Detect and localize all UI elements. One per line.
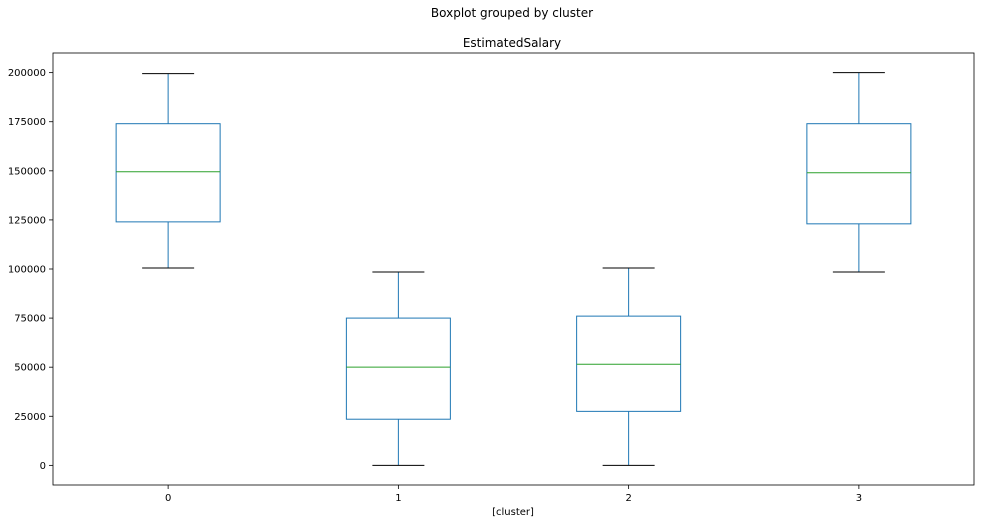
y-tick-label: 75000 [14, 314, 46, 325]
x-tick-label: 1 [395, 493, 401, 504]
boxes [115, 72, 912, 466]
x-tick-label: 0 [165, 493, 171, 504]
iqr-box [115, 123, 221, 223]
box-cluster-2 [576, 267, 682, 466]
y-tick-label: 100000 [8, 265, 46, 276]
y-tick-label: 150000 [8, 166, 46, 177]
y-tick-label: 125000 [8, 215, 46, 226]
iqr-box [806, 123, 912, 225]
plot-frame [52, 52, 975, 486]
iqr-box [345, 317, 451, 420]
chart-title: EstimatedSalary [463, 36, 561, 50]
box-cluster-0 [115, 73, 221, 269]
y-tick-label: 0 [40, 461, 46, 472]
y-tick-label: 200000 [8, 68, 46, 79]
box-cluster-3 [806, 72, 912, 273]
box-cluster-1 [345, 271, 451, 466]
x-tick-label: 3 [856, 493, 862, 504]
y-tick-label: 25000 [14, 412, 46, 423]
y-axis: 0 25000 50000 75000 100000 125000 150000 175000… [8, 68, 53, 472]
x-axis-label: [cluster] [492, 507, 534, 518]
x-axis: 0 1 2 3 [165, 485, 862, 504]
y-tick-label: 175000 [8, 117, 46, 128]
x-tick-label: 2 [625, 493, 631, 504]
chart-suptitle: Boxplot grouped by cluster [431, 6, 593, 20]
y-tick-label: 50000 [14, 363, 46, 374]
